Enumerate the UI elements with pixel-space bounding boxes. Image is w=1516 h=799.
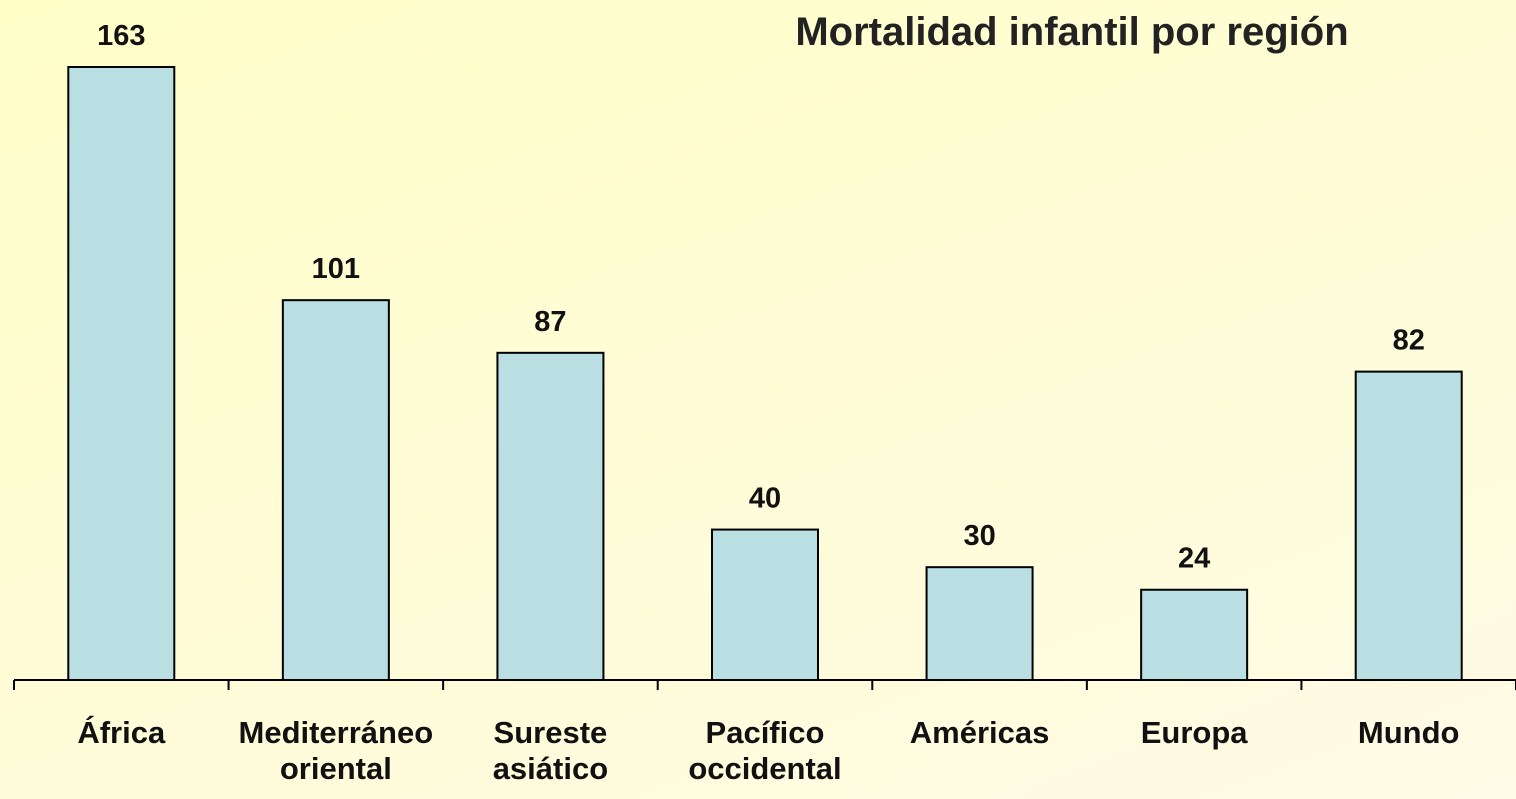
x-tick-label: Mundo — [1357, 715, 1460, 750]
bar — [925, 566, 1034, 681]
value-label: 87 — [534, 306, 566, 338]
x-tick-label: Mediterráneo oriental — [238, 715, 434, 786]
x-tick-label: Pacífico occidental — [688, 715, 842, 786]
value-label: 24 — [1178, 543, 1210, 575]
bar — [281, 299, 390, 681]
bar — [1354, 370, 1463, 681]
value-label: 30 — [963, 520, 995, 552]
value-label: 82 — [1393, 325, 1425, 357]
value-label: 40 — [749, 483, 781, 515]
chart-title: Mortalidad infantil por región — [795, 10, 1349, 54]
bar — [711, 528, 819, 681]
bar — [496, 351, 605, 681]
x-tick-label: Sureste asiático — [492, 715, 609, 786]
bar — [1140, 588, 1249, 681]
x-tick-label: Europa — [1140, 715, 1248, 750]
x-tick-label: Américas — [909, 715, 1050, 750]
bar — [67, 66, 176, 681]
x-tick-label: África — [77, 715, 166, 750]
value-label: 101 — [312, 253, 360, 285]
value-label: 163 — [97, 20, 145, 52]
